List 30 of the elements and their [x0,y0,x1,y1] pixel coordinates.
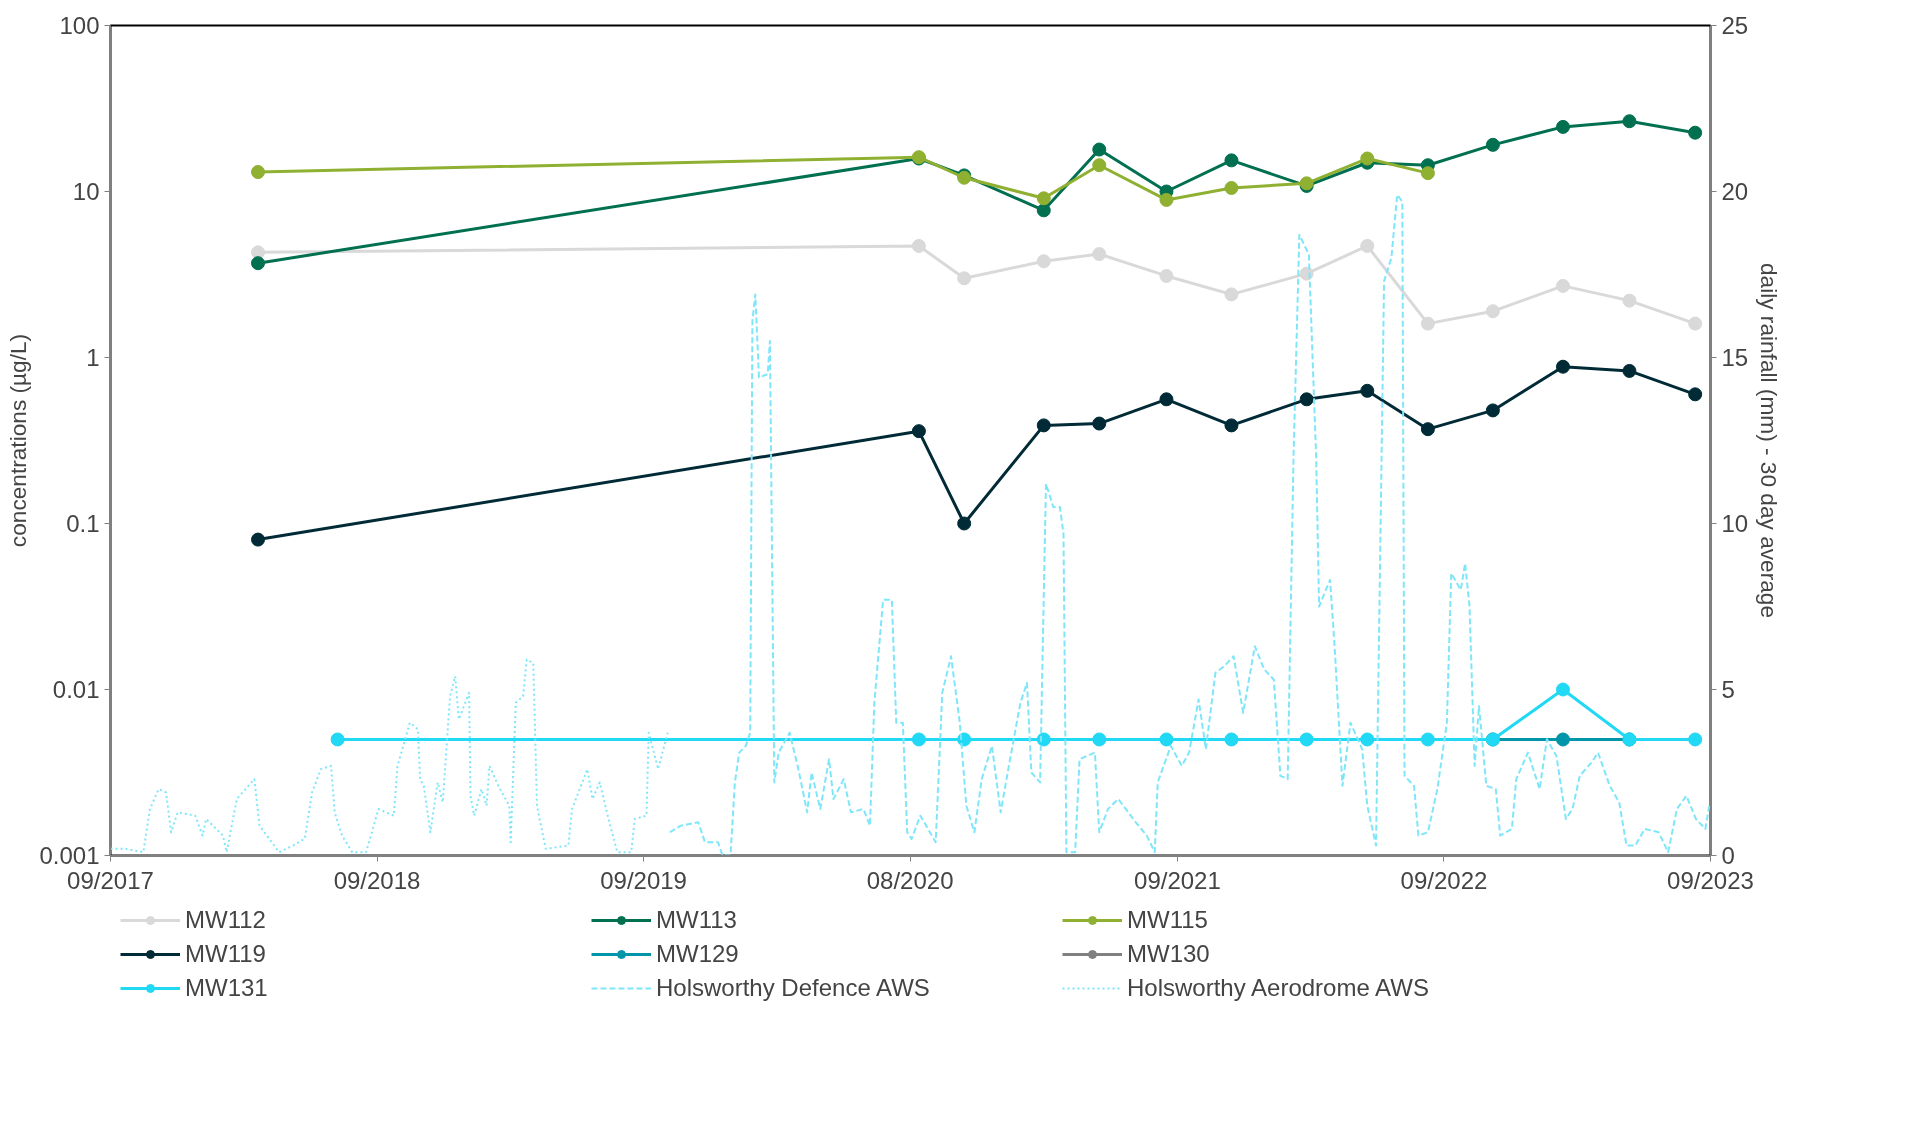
legend-label: Holsworthy Defence AWS [656,974,931,1002]
y-tick-label: 0.01 [52,676,100,703]
legend-label: MW115 [1127,906,1209,934]
legend-label: MW131 [185,974,269,1002]
x-tick-label: 09/2021 [1134,866,1221,894]
y2-tick-label: 5 [1721,676,1735,703]
y-axis-title: concentrations (µg/L) [5,333,32,548]
y-tick-label: 0.001 [39,842,100,869]
y2-tick-label: 0 [1721,842,1735,869]
legend-label: Holsworthy Aerodrome AWS [1127,974,1430,1002]
x-tick-label: 09/2018 [333,866,421,894]
y2-tick-label: 25 [1721,12,1749,39]
y-tick-label: 100 [59,12,100,39]
y2-tick-label: 15 [1721,344,1749,371]
legend-label: MW130 [1127,940,1211,968]
y2-tick-label: 10 [1721,510,1749,537]
y2-axis-title: daily rainfall (mm) - 30 day average [1756,262,1783,619]
legend-label: MW119 [185,940,267,968]
legend-label: MW112 [185,906,267,934]
x-tick-label: 08/2020 [866,866,954,894]
x-tick-label: 09/2023 [1667,866,1754,894]
x-tick-label: 09/2022 [1400,866,1488,894]
x-tick-label: 09/2017 [67,866,154,894]
x-tick-label: 09/2019 [600,866,687,894]
legend-label: MW113 [656,906,738,934]
y-tick-label: 1 [86,344,100,371]
y-tick-label: 0.1 [66,510,100,537]
y2-tick-label: 20 [1721,178,1749,205]
legend-label: MW129 [656,940,740,968]
y-tick-label: 10 [72,178,100,205]
